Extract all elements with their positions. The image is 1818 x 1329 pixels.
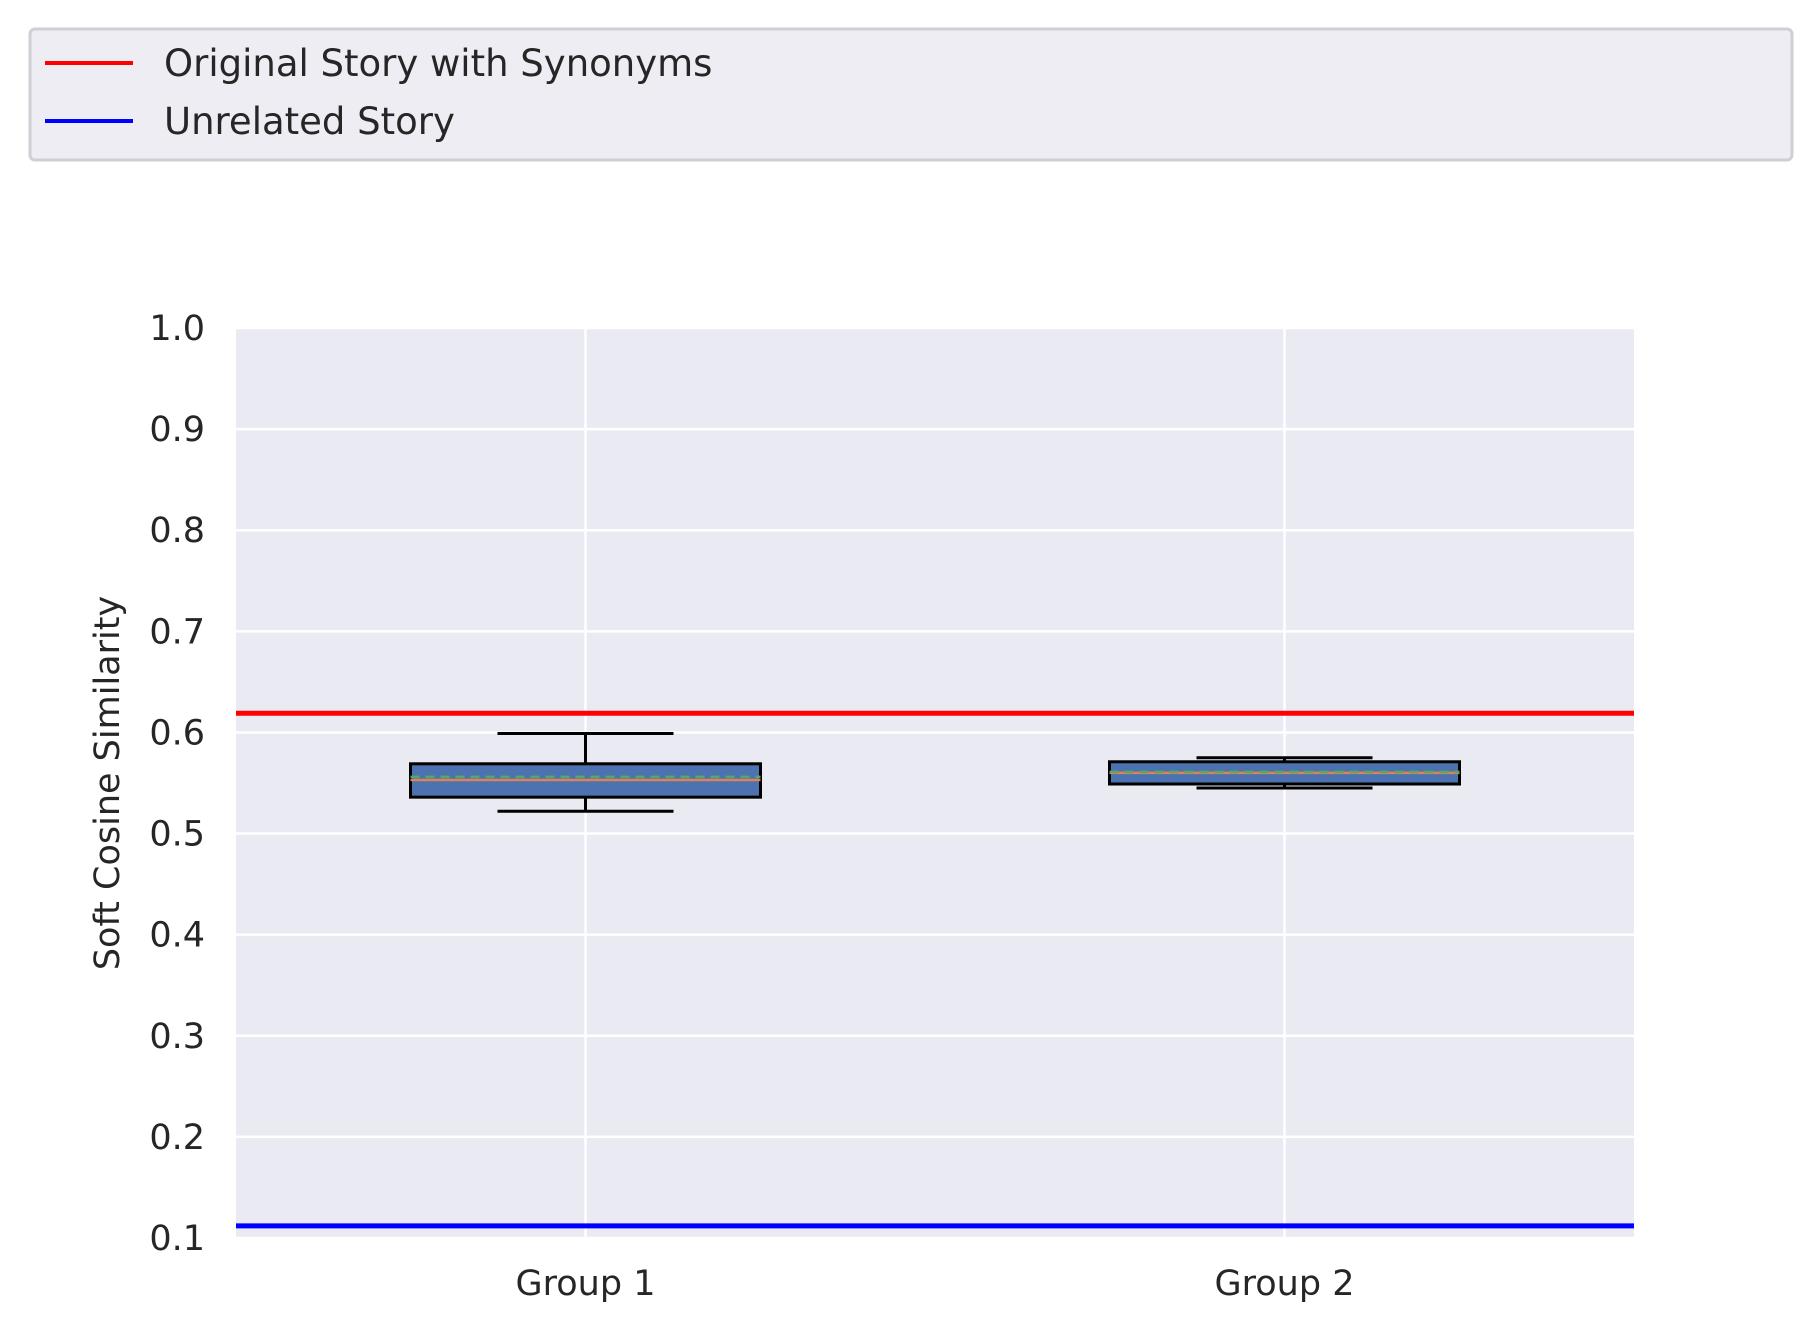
- box-plots: [409, 731, 1461, 813]
- y-tick-label: 0.8: [149, 511, 205, 551]
- legend-label-original-story: Original Story with Synonyms: [164, 42, 712, 85]
- legend-frame: [28, 27, 1794, 162]
- y-tick-label: 0.5: [149, 815, 205, 855]
- y-tick-label: 0.4: [149, 916, 205, 956]
- x-tick-label: Group 1: [516, 1264, 656, 1304]
- legend-label-unrelated-story: Unrelated Story: [164, 100, 455, 143]
- y-tick-label: 0.9: [149, 410, 205, 450]
- legend: Original Story with Synonyms Unrelated S…: [28, 27, 1794, 162]
- y-tick-labels: 0.1 0.2 0.3 0.4 0.5 0.6 0.7 0.8 0.9 1.0: [149, 309, 205, 1259]
- x-tick-label: Group 2: [1215, 1264, 1355, 1304]
- y-tick-label: 0.2: [149, 1118, 205, 1158]
- x-tick-labels: Group 1 Group 2: [516, 1264, 1355, 1304]
- y-axis-title: Soft Cosine Similarity: [88, 596, 128, 970]
- y-tick-label: 1.0: [149, 309, 205, 349]
- y-tick-label: 0.3: [149, 1017, 205, 1057]
- y-tick-label: 0.6: [149, 713, 205, 753]
- grid-layer: [236, 326, 1634, 1240]
- y-tick-label: 0.7: [149, 612, 205, 652]
- y-tick-label: 0.1: [149, 1219, 205, 1259]
- reference-lines: [236, 710, 1634, 1229]
